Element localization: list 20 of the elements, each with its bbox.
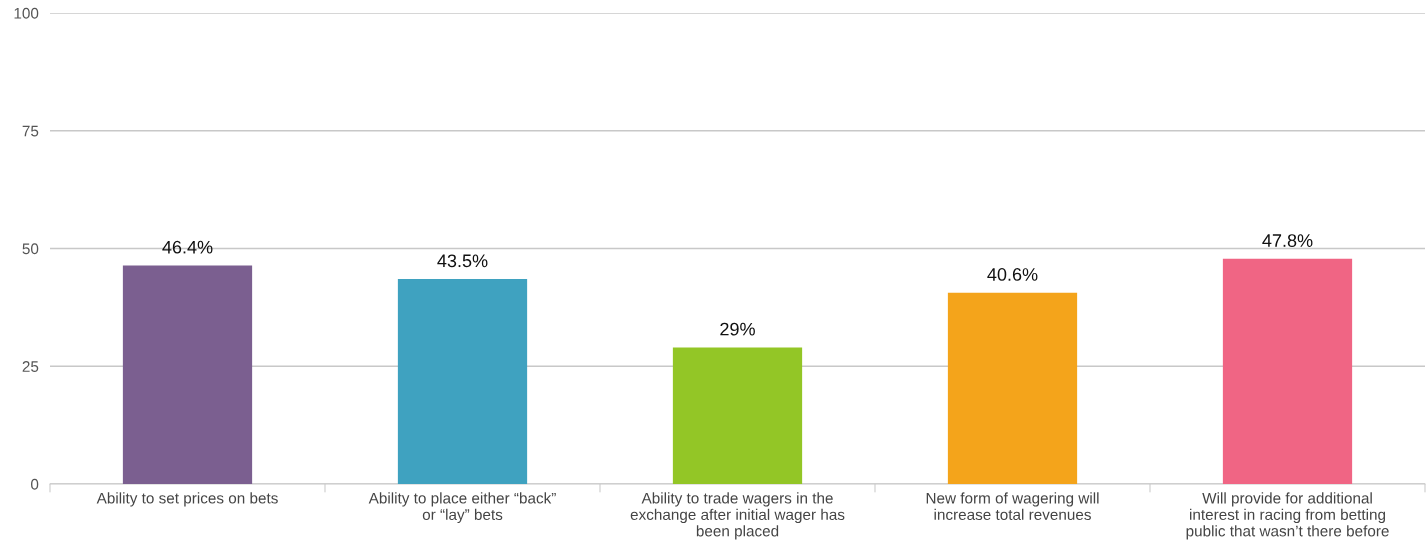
- data-label: 47.8%: [1262, 234, 1313, 247]
- y-tick-label: 100: [14, 7, 39, 19]
- bar: [122, 265, 253, 484]
- bar: [1222, 258, 1353, 484]
- y-tick-label: 0: [30, 478, 39, 490]
- x-tick-label: Will provide for additional interest in racing from betting public that wasn’t there before: [1186, 492, 1389, 540]
- bar: [947, 292, 1078, 484]
- x-tick-label: Ability to place either “back” or “lay” bets: [368, 492, 556, 524]
- y-tick-label: 75: [22, 125, 39, 137]
- bar: [397, 279, 528, 484]
- data-label: 29%: [720, 322, 755, 336]
- y-tick-label: 25: [22, 361, 39, 372]
- data-label: 43.5%: [437, 254, 488, 268]
- y-tick-label: 50: [22, 243, 39, 255]
- x-tick-label: New form of wagering will increase total revenues: [926, 492, 1099, 521]
- bar: [672, 347, 803, 484]
- x-tick-label: Ability to set prices on bets: [96, 492, 278, 507]
- data-label: 40.6%: [987, 268, 1038, 281]
- data-label: 46.4%: [162, 240, 213, 254]
- x-tick-label: Ability to trade wagers in the exchange after initial wager has been placed: [630, 492, 845, 540]
